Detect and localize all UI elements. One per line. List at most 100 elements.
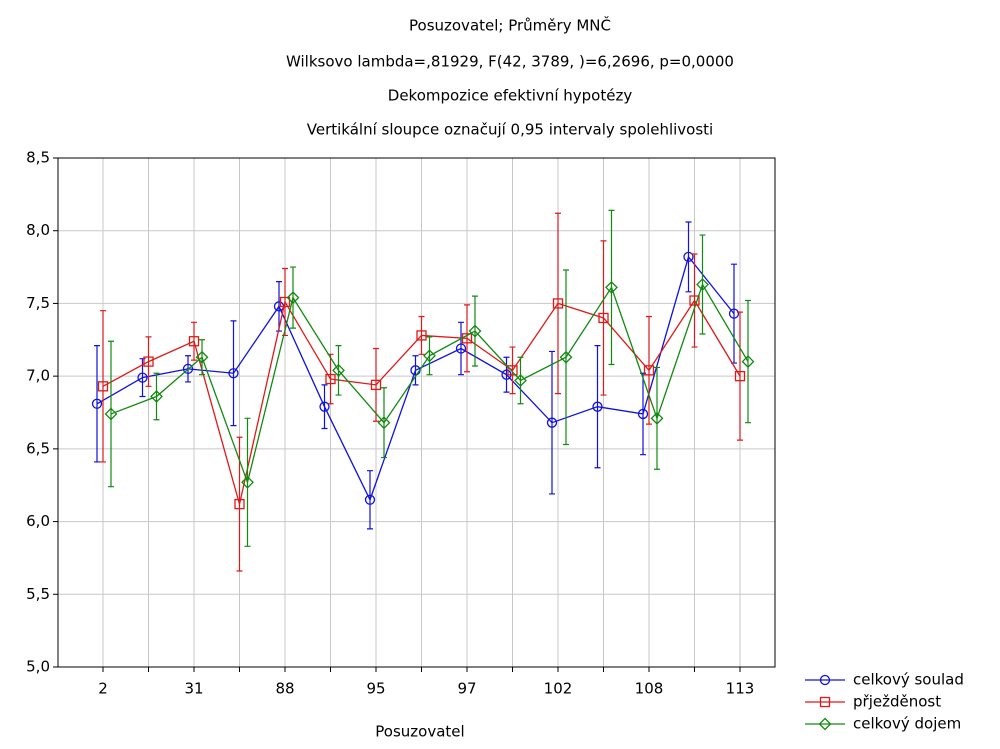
y-tick-label: 6,5 (26, 439, 50, 457)
error-bar (458, 321, 464, 376)
y-tick-label: 8,5 (26, 149, 50, 167)
marker (643, 365, 655, 376)
error-bar (503, 356, 510, 393)
error-bar (563, 269, 569, 446)
marker (137, 372, 148, 383)
marker (514, 374, 527, 387)
x-tick-label: 2 (98, 680, 108, 698)
legend-label: celkový soulad (853, 671, 964, 689)
marker (364, 494, 376, 505)
legend-label: přježděnost (853, 693, 941, 711)
marker (468, 324, 482, 338)
error-bar (549, 350, 555, 495)
chart-subtitle: Wilksovo lambda=,81929, F(42, 3789, )=6,… (286, 53, 734, 71)
error-bar (290, 266, 296, 329)
error-bar (145, 336, 152, 387)
marker (325, 373, 336, 385)
error-bar (367, 470, 373, 530)
marker (696, 278, 709, 291)
error-bar (464, 304, 470, 373)
error-bar (699, 234, 706, 335)
error-bar (555, 212, 561, 395)
x-axis-label: Posuzovatel (375, 723, 464, 741)
marker (188, 336, 200, 347)
error-bar (244, 417, 251, 547)
x-tick-label: 113 (726, 680, 755, 698)
error-bar (100, 310, 106, 463)
marker (319, 401, 330, 412)
error-bar (412, 355, 419, 386)
marker (279, 296, 291, 308)
error-bar (685, 221, 692, 293)
legend-marker (819, 696, 831, 708)
marker (195, 350, 209, 364)
marker (552, 298, 564, 309)
marker (605, 281, 618, 294)
chart-title: Posuzovatel; Průměry MNČ (409, 16, 611, 35)
marker (741, 355, 755, 369)
legend-marker (818, 717, 832, 731)
marker (241, 475, 254, 489)
y-tick-label: 7,0 (26, 367, 50, 385)
error-bar (373, 347, 379, 422)
marker (598, 312, 609, 324)
error-bar (654, 366, 660, 470)
error-bar (381, 387, 387, 459)
marker (286, 291, 300, 305)
marker (546, 417, 558, 428)
error-bar (191, 321, 197, 361)
x-tick-label: 95 (366, 680, 385, 698)
x-tick-label: 97 (457, 680, 476, 698)
error-bar (230, 320, 237, 427)
marker (97, 381, 109, 392)
error-bar (335, 345, 342, 396)
plot-frame (57, 157, 776, 668)
error-bar (594, 345, 601, 469)
error-bar (472, 295, 478, 367)
marker (182, 363, 194, 375)
chart-subtitle: Vertikální sloupce označují 0,95 interva… (307, 121, 713, 139)
error-bar (282, 267, 288, 337)
error-bar (94, 345, 100, 463)
marker (455, 343, 467, 354)
marker (423, 349, 436, 363)
error-bar (737, 311, 743, 441)
error-bar (731, 263, 737, 364)
y-tick-label: 6,0 (26, 512, 50, 530)
error-bar (153, 372, 160, 421)
x-tick-label: 31 (184, 680, 203, 698)
y-tick-label: 8,0 (26, 221, 50, 239)
error-bar (321, 384, 328, 430)
chart-subtitle: Dekompozice efektivní hypotézy (388, 87, 633, 105)
error-bar (517, 356, 524, 405)
x-tick-label: 88 (275, 680, 294, 698)
marker (689, 295, 700, 306)
legend-marker (819, 674, 831, 686)
error-bar (236, 436, 243, 572)
marker (683, 251, 694, 263)
marker (559, 350, 573, 364)
marker (228, 368, 239, 379)
marker (234, 498, 245, 510)
x-tick-label: 102 (544, 680, 573, 698)
marker (637, 408, 649, 420)
marker (416, 330, 427, 341)
error-bar (426, 336, 433, 376)
marker (150, 390, 163, 403)
marker (728, 308, 740, 319)
x-tick-label: 108 (635, 680, 664, 698)
error-bar (199, 339, 205, 376)
error-bar (745, 299, 751, 424)
marker (104, 407, 118, 421)
marker (650, 411, 664, 425)
marker (143, 356, 154, 367)
marker (370, 379, 382, 391)
error-bar (418, 315, 425, 355)
marker (734, 370, 746, 382)
error-bar (509, 346, 516, 395)
legend-label: celkový dojem (853, 715, 961, 733)
y-tick-label: 7,5 (26, 294, 50, 312)
error-bar (108, 340, 114, 488)
